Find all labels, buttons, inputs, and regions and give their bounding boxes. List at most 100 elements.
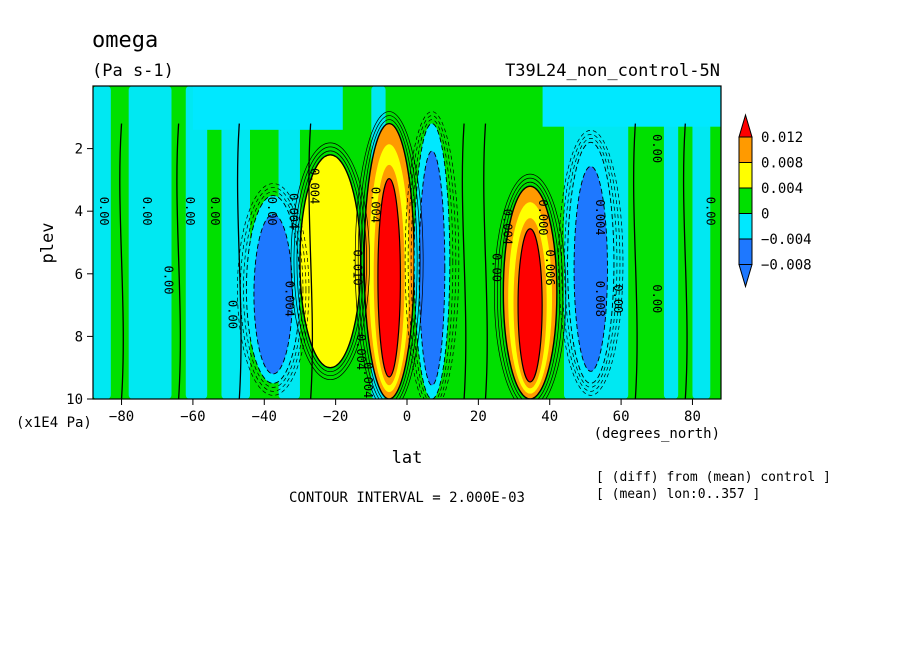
x-tick-label-1: −60 xyxy=(180,409,205,425)
positive-anomaly-0-peak xyxy=(377,178,401,378)
contour-label-10: 0.010 xyxy=(350,249,364,285)
contour-4-3 xyxy=(290,142,370,381)
y-axis-units: (x1E4 Pa) xyxy=(16,415,92,431)
contour-label-8: 0.004 xyxy=(283,281,297,317)
y-axis: 2 4 6 8 10 xyxy=(66,142,93,408)
contour-0-1 xyxy=(360,119,418,399)
x-axis: −80 −60 −40 −20 0 20 40 60 80 xyxy=(109,399,701,425)
contour-1-2 xyxy=(407,115,457,399)
contour-label-15: 0.004 xyxy=(500,209,514,245)
x-tick-label-7: 60 xyxy=(613,409,630,425)
negative-column-0 xyxy=(93,86,111,399)
contour-label-1: 0.00 xyxy=(140,197,154,226)
zero-contour-4 xyxy=(461,123,467,399)
negative-column-1 xyxy=(128,86,172,399)
x-tick-label-4: 0 xyxy=(403,409,411,425)
contour-label-11: 0.004 xyxy=(354,334,368,370)
contour-label-18: 0.004 xyxy=(593,199,607,235)
colorbar-label-4: −0.004 xyxy=(761,232,812,248)
colorbar-top-arrow xyxy=(738,113,753,138)
x-tick-label-8: 80 xyxy=(684,409,701,425)
y-tick-label-2: 6 xyxy=(75,267,83,283)
note-diff: [ (diff) from (mean) control ] xyxy=(596,470,831,485)
negative-column-3 xyxy=(221,86,250,399)
contour-label-22: 0.00 xyxy=(650,134,664,163)
contour-label-23: 0.00 xyxy=(704,197,718,226)
zero-contour-5 xyxy=(483,123,488,399)
x-axis-units: (degrees_north) xyxy=(594,426,720,442)
positive-anomaly-4 xyxy=(299,154,362,369)
contour-2-2 xyxy=(497,177,564,399)
contour-label-19: 0.008 xyxy=(593,281,607,317)
zero-contour-3 xyxy=(308,123,314,399)
contour-3-2 xyxy=(561,133,621,392)
contour-label-7: 0.00 xyxy=(226,300,240,329)
colorbar-label-2: 0.004 xyxy=(761,181,803,197)
y-tick-label-1: 4 xyxy=(75,204,83,220)
contour-fill-blobs xyxy=(245,122,615,399)
contour-4-2 xyxy=(293,146,367,377)
colorbar-label-5: −0.008 xyxy=(761,258,812,274)
negative-column-8 xyxy=(692,86,711,399)
y-tick-label-0: 2 xyxy=(75,142,83,158)
upper-negative-band-east xyxy=(542,86,721,127)
colorbar-label-3: 0 xyxy=(761,207,769,223)
negative-anomaly-1-core xyxy=(418,150,446,386)
contour-5-3 xyxy=(237,183,310,396)
contour-label-12: 0.004 xyxy=(361,362,375,398)
colorbar-label-1: 0.008 xyxy=(761,156,803,172)
chart-title: omega xyxy=(92,28,158,53)
contour-label-0: 0.00 xyxy=(97,197,111,226)
positive-anomaly-2-peak xyxy=(517,228,543,383)
contour-0-3 xyxy=(354,111,424,399)
negative-column-7 xyxy=(663,86,679,399)
contour-label-5: 0.004 xyxy=(286,193,300,229)
colorbar-segment-1 xyxy=(738,136,753,163)
colorbar: 0.012 0.008 0.004 0 −0.004 −0.008 xyxy=(738,113,812,289)
zero-contour-1 xyxy=(176,123,182,399)
contour-5-1 xyxy=(243,191,304,388)
x-tick-label-5: 20 xyxy=(470,409,487,425)
x-tick-label-3: −20 xyxy=(323,409,348,425)
contour-3-3 xyxy=(558,129,624,396)
x-tick-label-6: 40 xyxy=(541,409,558,425)
colorbar-segment-4 xyxy=(738,213,753,240)
contour-label-9: 0.004 xyxy=(308,168,322,204)
zero-contour-7 xyxy=(682,123,688,399)
contour-label-21: 0.00 xyxy=(650,284,664,313)
note-mean: [ (mean) lon:0..357 ] xyxy=(596,487,760,502)
colorbar-segment-5 xyxy=(738,238,753,265)
contour-0-2 xyxy=(357,115,421,399)
contour-label-16: 0.000 xyxy=(536,199,550,235)
zero-contour-6 xyxy=(632,123,638,399)
contour-4-1 xyxy=(296,150,364,373)
contour-1-3 xyxy=(404,111,460,399)
colorbar-segment-3 xyxy=(738,187,753,214)
contour-label-14: 0.00 xyxy=(490,253,504,282)
negative-anomaly-3-core xyxy=(573,165,608,372)
contour-label-20: 0.00 xyxy=(611,284,625,313)
colorbar-bottom-arrow xyxy=(738,264,753,289)
negative-column-2 xyxy=(185,86,208,399)
contour-interval: CONTOUR INTERVAL = 2.000E-03 xyxy=(289,490,525,506)
y-tick-label-4: 10 xyxy=(66,392,83,408)
contour-label-4: 0.00 xyxy=(265,197,279,226)
colorbar-segment-2 xyxy=(738,162,753,189)
chart-units: (Pa s-1) xyxy=(92,61,174,81)
contour-label-6: 0.00 xyxy=(161,266,175,295)
x-axis-label: lat xyxy=(392,448,423,468)
contour-label-2: 0.00 xyxy=(183,197,197,226)
zero-contour-2 xyxy=(236,123,242,399)
experiment-label: T39L24_non_control-5N xyxy=(505,61,720,81)
contour-lines xyxy=(119,111,688,399)
x-tick-label-0: −80 xyxy=(109,409,134,425)
contour-label-17: 0.006 xyxy=(543,249,557,285)
upper-negative-band-west xyxy=(192,86,343,130)
y-axis-label: plev xyxy=(38,223,58,264)
zero-contour-0 xyxy=(119,123,124,399)
contour-1-1 xyxy=(410,119,454,399)
contour-3-1 xyxy=(564,137,618,388)
contour-2-1 xyxy=(499,181,561,399)
